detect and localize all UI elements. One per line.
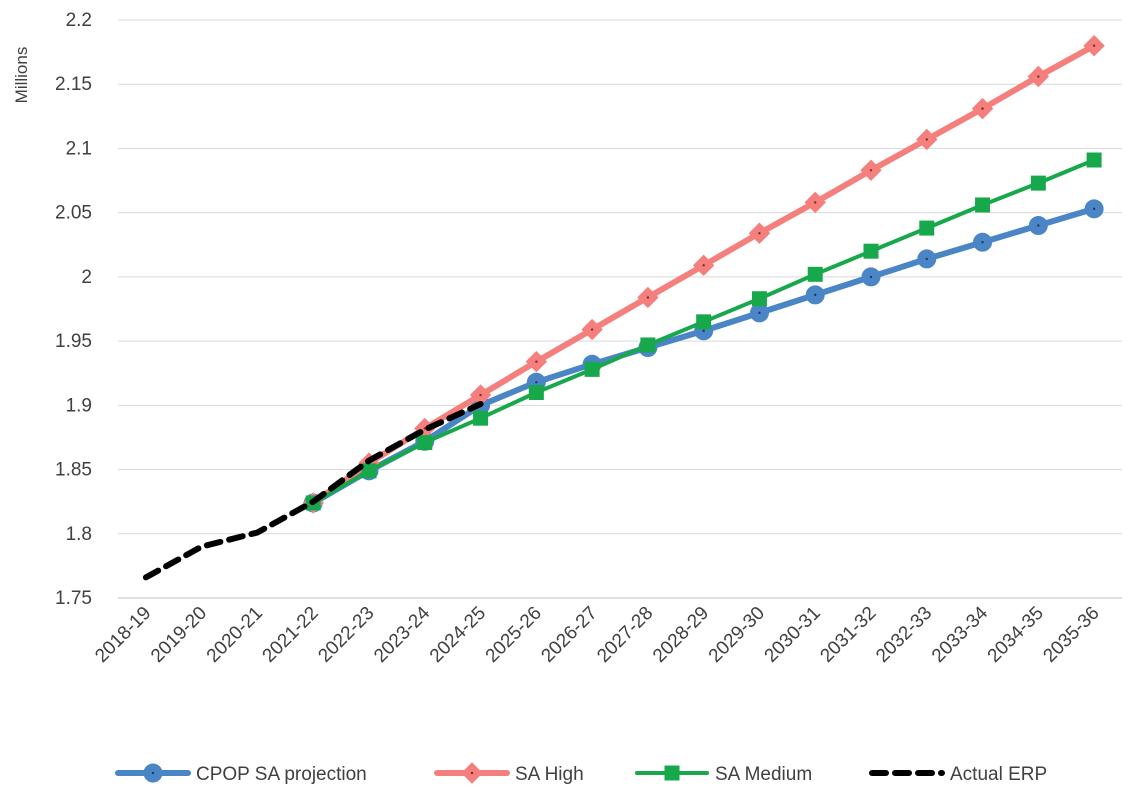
data-point xyxy=(696,314,712,330)
legend-item: CPOP SA projection xyxy=(115,763,367,785)
legend-item: Actual ERP xyxy=(869,764,1047,785)
series-group xyxy=(142,34,1105,581)
y-axis-unit-label: Millions xyxy=(12,47,31,104)
data-point xyxy=(664,765,680,781)
x-tick-label: 2031-32 xyxy=(816,603,880,667)
series-line xyxy=(142,401,484,581)
data-point-dot xyxy=(981,241,984,244)
x-tick-label: 2023-24 xyxy=(370,602,434,666)
data-point-dot xyxy=(646,296,650,299)
y-tick-label: 1.8 xyxy=(66,524,92,545)
data-point-dot xyxy=(981,107,984,110)
data-point xyxy=(1086,152,1102,168)
data-point-dot xyxy=(925,257,928,261)
x-tick-label: 2025-26 xyxy=(482,603,546,667)
x-tick-label: 2033-34 xyxy=(928,602,992,666)
x-tick-label: 2029-30 xyxy=(705,603,769,667)
legend-label: SA Medium xyxy=(715,764,812,785)
x-tick-label: 2018-19 xyxy=(91,603,155,667)
y-tick-label: 2 xyxy=(81,267,92,288)
data-point-dot xyxy=(702,264,705,267)
data-point-dot xyxy=(151,771,155,775)
data-point xyxy=(584,361,600,377)
data-point-dot xyxy=(590,328,594,331)
x-tick-label: 2019-20 xyxy=(147,603,211,667)
y-tick-label: 2.2 xyxy=(66,10,92,31)
legend-label: CPOP SA projection xyxy=(196,764,367,785)
legend-label: SA High xyxy=(515,764,584,785)
data-point-dot xyxy=(423,427,426,430)
series-sa-high xyxy=(302,34,1105,514)
data-point-dot xyxy=(702,329,705,333)
x-tick-label: 2032-33 xyxy=(872,603,936,667)
data-point xyxy=(528,384,544,400)
x-tick-label: 2020-21 xyxy=(203,603,267,667)
data-point-dot xyxy=(758,311,761,315)
y-tick-label: 1.85 xyxy=(55,460,92,481)
series-actual-erp xyxy=(142,401,484,581)
x-tick-label: 2034-35 xyxy=(984,603,1048,667)
x-tick-label: 2030-31 xyxy=(761,603,825,667)
y-tick-label: 2.15 xyxy=(55,74,92,95)
data-point-dot xyxy=(758,232,761,235)
data-point xyxy=(417,435,433,451)
data-point-dot xyxy=(535,360,538,363)
legend-label: Actual ERP xyxy=(950,764,1047,785)
y-tick-label: 2.1 xyxy=(66,138,92,159)
x-tick-label: 2021-22 xyxy=(259,603,323,667)
data-point xyxy=(863,243,879,259)
data-point-dot xyxy=(814,201,817,204)
legend: CPOP SA projection SA High SA Medium Actual… xyxy=(115,762,1047,785)
data-point xyxy=(473,410,489,426)
data-point xyxy=(975,197,991,213)
data-point-dot xyxy=(814,293,817,297)
series-line xyxy=(310,205,1098,506)
x-tick-label: 2026-27 xyxy=(537,603,601,667)
series-cpop-sa-projection xyxy=(303,199,1104,513)
x-tick-label: 2024-25 xyxy=(426,603,490,667)
x-tick-label: 2028-29 xyxy=(649,603,713,667)
y-tick-label: 2.05 xyxy=(55,203,92,224)
x-axis-ticks: 2018-192019-202020-212021-222022-232023-… xyxy=(91,602,1103,666)
data-point-dot xyxy=(1037,224,1040,227)
data-point xyxy=(807,266,823,282)
data-point-dot xyxy=(1092,207,1096,211)
data-point-dot xyxy=(1037,75,1040,78)
x-tick-label: 2027-28 xyxy=(593,603,657,667)
data-point-dot xyxy=(869,169,873,172)
legend-item: SA Medium xyxy=(635,764,812,785)
data-point-dot xyxy=(925,138,928,141)
data-point xyxy=(640,337,656,353)
x-tick-label: 2035-36 xyxy=(1039,603,1103,667)
data-point xyxy=(1030,175,1046,191)
data-point-dot xyxy=(470,771,474,775)
y-tick-label: 1.9 xyxy=(66,395,92,416)
data-point-dot xyxy=(1092,44,1096,47)
y-tick-label: 1.95 xyxy=(55,331,92,352)
data-point xyxy=(751,291,767,307)
data-point xyxy=(919,220,935,236)
x-tick-label: 2022-23 xyxy=(314,603,378,667)
gridlines xyxy=(118,19,1122,599)
y-axis-ticks: 1.75 1.8 1.85 1.9 1.95 2 2.05 2.1 2.15 2.2 xyxy=(55,10,92,609)
data-point-dot xyxy=(479,393,482,397)
data-point-dot xyxy=(869,275,873,279)
data-point-dot xyxy=(535,381,538,384)
series-sa-medium xyxy=(305,152,1102,511)
legend-item: SA High xyxy=(434,762,584,785)
y-tick-label: 1.75 xyxy=(55,588,92,609)
data-point xyxy=(361,463,377,479)
